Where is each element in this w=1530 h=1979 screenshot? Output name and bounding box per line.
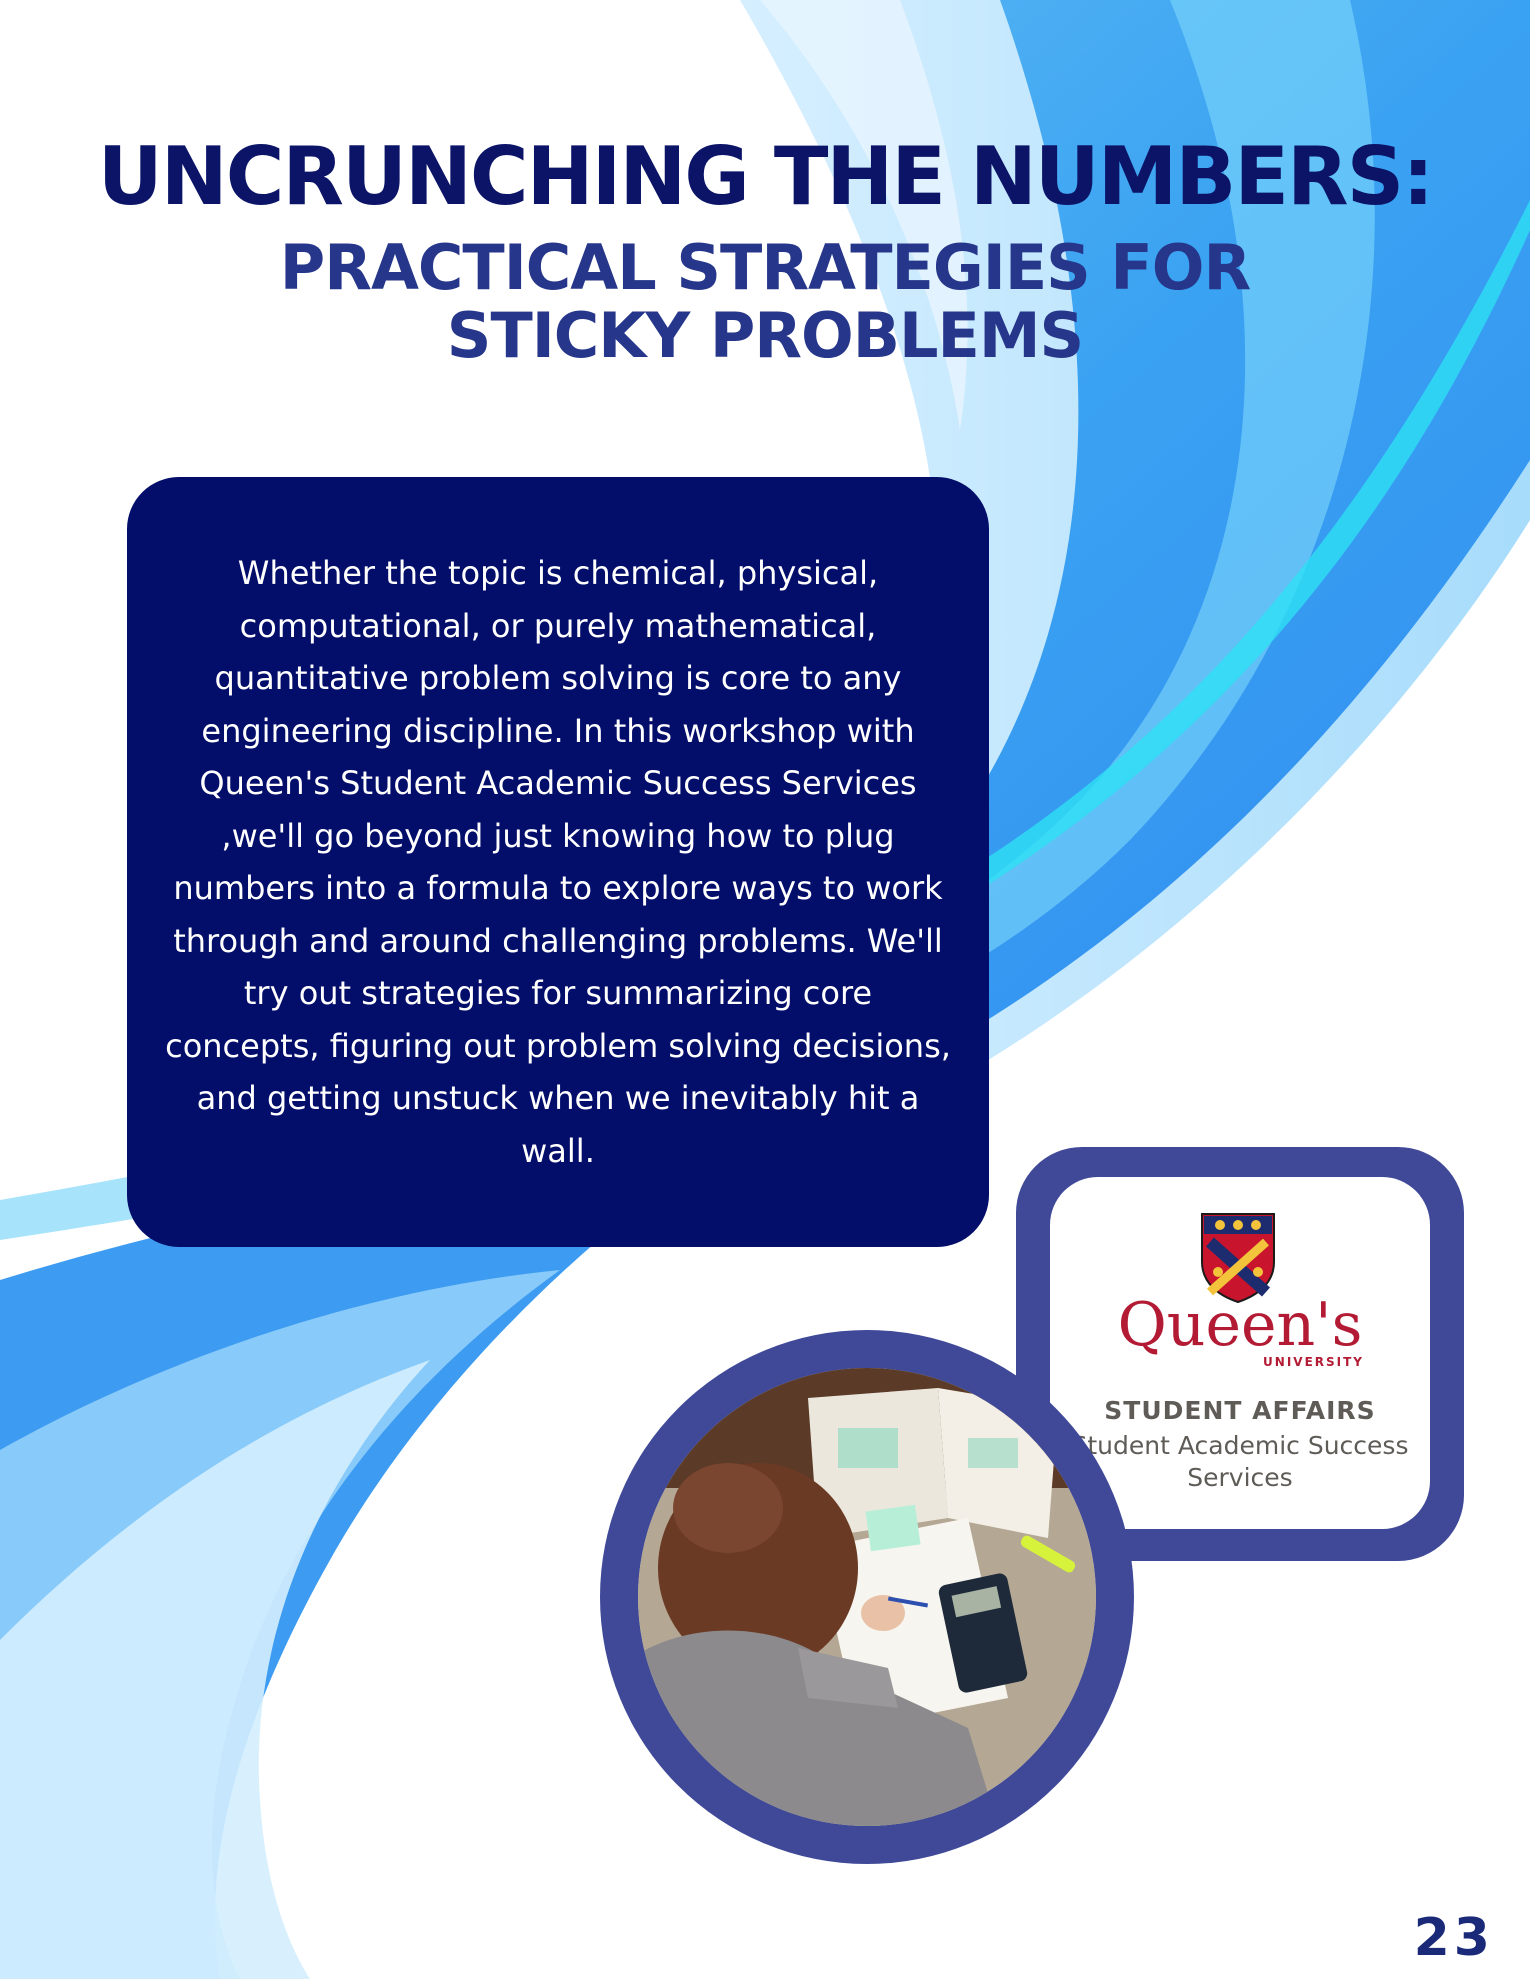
queens-wordmark: Queen's [1117, 1290, 1363, 1360]
page-header: UNCRUNCHING THE NUMBERS: PRACTICAL STRAT… [0, 130, 1530, 370]
description-text: Whether the topic is chemical, physical,… [165, 554, 951, 1170]
page-number: 23 [1413, 1908, 1494, 1968]
queens-crest-icon [1201, 1213, 1275, 1304]
description-box: Whether the topic is chemical, physical,… [127, 477, 989, 1247]
student-affairs-label: STUDENT AFFAIRS [1104, 1396, 1376, 1425]
university-label: UNIVERSITY [1263, 1355, 1364, 1369]
page-title: UNCRUNCHING THE NUMBERS: [97, 130, 1434, 223]
photo-frame [600, 1330, 1134, 1864]
department-label: Student Academic Success Services [1071, 1431, 1409, 1492]
student-studying-photo [638, 1368, 1096, 1826]
page-subtitle: PRACTICAL STRATEGIES FOR STICKY PROBLEMS [279, 231, 1251, 372]
